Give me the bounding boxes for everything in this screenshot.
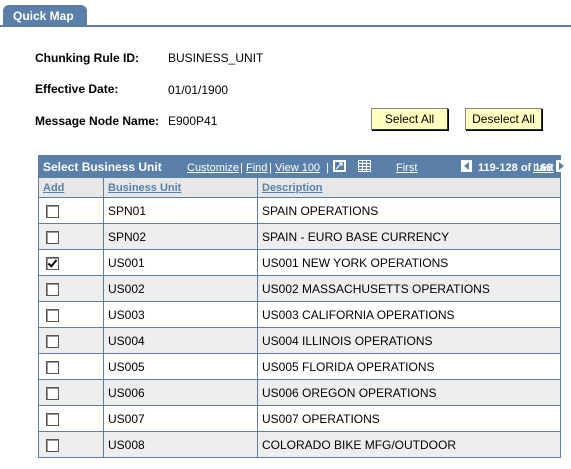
business-unit-cell: SPN01 xyxy=(103,197,258,224)
next-arrow-icon[interactable] xyxy=(556,160,567,172)
table-row: US006 US006 OREGON OPERATIONS xyxy=(39,379,560,406)
find-link[interactable]: Find xyxy=(246,162,268,174)
grid-header: Select Business Unit Customize | Find | … xyxy=(39,156,567,178)
message-node-value: E900P41 xyxy=(168,114,218,128)
add-cell xyxy=(39,275,104,302)
table-row: US001 US001 NEW YORK OPERATIONS xyxy=(39,249,560,276)
business-unit-cell: US007 xyxy=(103,405,258,432)
add-cell xyxy=(39,249,104,276)
table-row: US005 US005 FLORIDA OPERATIONS xyxy=(39,353,560,380)
previous-arrow-icon[interactable] xyxy=(461,160,472,172)
row-range: 119-128 of 168 xyxy=(478,162,553,174)
download-grid-icon[interactable] xyxy=(358,160,371,172)
separator: | xyxy=(240,162,243,174)
effective-date-value: 01/01/1900 xyxy=(168,83,229,97)
add-checkbox[interactable] xyxy=(46,308,59,322)
add-checkbox[interactable] xyxy=(46,334,59,348)
table-row: US008 COLORADO BIKE MFG/OUTDOOR xyxy=(39,431,560,457)
add-checkbox[interactable] xyxy=(46,360,59,374)
add-cell xyxy=(39,301,104,328)
description-cell: US006 OREGON OPERATIONS xyxy=(257,379,560,406)
separator: | xyxy=(326,162,329,174)
description-cell: SPAIN - EURO BASE CURRENCY xyxy=(257,223,560,250)
add-cell xyxy=(39,197,104,224)
table-row: SPN01 SPAIN OPERATIONS xyxy=(39,197,560,224)
table-row: US007 US007 OPERATIONS xyxy=(39,405,560,432)
table-row: US002 US002 MASSACHUSETTS OPERATIONS xyxy=(39,275,560,302)
business-unit-grid: Select Business Unit Customize | Find | … xyxy=(38,155,567,458)
description-cell: US004 ILLINOIS OPERATIONS xyxy=(257,327,560,354)
add-cell xyxy=(39,379,104,406)
business-unit-cell: US004 xyxy=(103,327,258,354)
separator: | xyxy=(269,162,272,174)
description-cell: US005 FLORIDA OPERATIONS xyxy=(257,353,560,380)
add-checkbox[interactable] xyxy=(46,282,59,296)
add-checkbox[interactable] xyxy=(46,256,59,270)
message-node-label: Message Node Name: xyxy=(35,114,160,128)
add-checkbox[interactable] xyxy=(46,438,59,452)
tab-quick-map[interactable]: Quick Map xyxy=(3,5,87,27)
column-header-add[interactable]: Add xyxy=(39,178,104,198)
column-header-description[interactable]: Description xyxy=(257,178,560,198)
add-cell xyxy=(39,405,104,432)
business-unit-cell: US001 xyxy=(103,249,258,276)
chunking-rule-label: Chunking Rule ID: xyxy=(35,51,139,65)
description-cell: US003 CALIFORNIA OPERATIONS xyxy=(257,301,560,328)
column-header-business-unit[interactable]: Business Unit xyxy=(103,178,258,198)
effective-date-label: Effective Date: xyxy=(35,82,119,96)
business-unit-cell: US003 xyxy=(103,301,258,328)
business-unit-cell: US005 xyxy=(103,353,258,380)
table-row: US004 US004 ILLINOIS OPERATIONS xyxy=(39,327,560,354)
add-checkbox[interactable] xyxy=(46,386,59,400)
customize-link[interactable]: Customize xyxy=(187,162,239,174)
tab-strip: Quick Map xyxy=(0,0,571,27)
add-cell xyxy=(39,223,104,250)
table-body: SPN01 SPAIN OPERATIONS SPN02 SPAIN - EURO B… xyxy=(39,197,560,457)
add-checkbox[interactable] xyxy=(46,230,59,244)
business-unit-cell: SPN02 xyxy=(103,223,258,250)
first-link[interactable]: First xyxy=(396,162,418,174)
description-cell: US002 MASSACHUSETTS OPERATIONS xyxy=(257,275,560,302)
deselect-all-button[interactable]: Deselect All xyxy=(465,108,542,130)
business-unit-cell: US002 xyxy=(103,275,258,302)
description-cell: COLORADO BIKE MFG/OUTDOOR xyxy=(257,431,560,457)
table-row: US003 US003 CALIFORNIA OPERATIONS xyxy=(39,301,560,328)
add-cell xyxy=(39,431,104,457)
last-link[interactable]: Last xyxy=(533,162,554,174)
description-cell: US001 NEW YORK OPERATIONS xyxy=(257,249,560,276)
view-all-icon[interactable] xyxy=(333,160,346,172)
view-100-link[interactable]: View 100 xyxy=(275,162,321,174)
tab-underline xyxy=(0,25,571,27)
grid-title: Select Business Unit xyxy=(43,160,162,174)
business-unit-table: Add Business Unit Description SPN01 SPAIN… xyxy=(39,178,560,457)
description-cell: US007 OPERATIONS xyxy=(257,405,560,432)
description-cell: SPAIN OPERATIONS xyxy=(257,197,560,224)
add-cell xyxy=(39,327,104,354)
chunking-rule-value: BUSINESS_UNIT xyxy=(168,51,264,65)
add-cell xyxy=(39,353,104,380)
table-row: SPN02 SPAIN - EURO BASE CURRENCY xyxy=(39,223,560,250)
add-checkbox[interactable] xyxy=(46,412,59,426)
business-unit-cell: US008 xyxy=(103,431,258,457)
select-all-button[interactable]: Select All xyxy=(371,108,448,130)
add-checkbox[interactable] xyxy=(46,204,59,218)
business-unit-cell: US006 xyxy=(103,379,258,406)
